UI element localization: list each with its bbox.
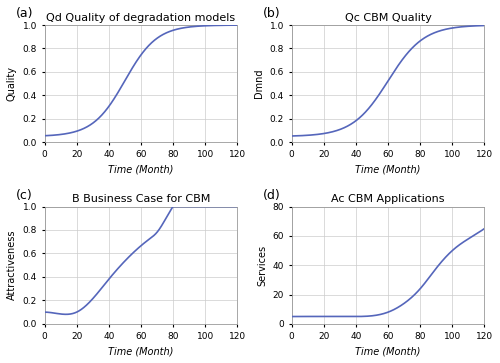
Y-axis label: Attractiveness: Attractiveness [7, 230, 17, 301]
Text: (a): (a) [16, 7, 33, 20]
Y-axis label: Services: Services [257, 245, 267, 286]
Title: B Business Case for CBM: B Business Case for CBM [72, 194, 210, 204]
Y-axis label: Dmnd: Dmnd [254, 69, 264, 98]
X-axis label: Time (Month): Time (Month) [108, 346, 174, 356]
Title: Qd Quality of degradation models: Qd Quality of degradation models [46, 13, 236, 23]
X-axis label: Time (Month): Time (Month) [108, 164, 174, 175]
Title: Ac CBM Applications: Ac CBM Applications [332, 194, 445, 204]
Y-axis label: Quality: Quality [7, 66, 17, 101]
Text: (d): (d) [263, 189, 280, 202]
X-axis label: Time (Month): Time (Month) [356, 346, 421, 356]
Text: (c): (c) [16, 189, 32, 202]
Title: Qc CBM Quality: Qc CBM Quality [344, 13, 432, 23]
X-axis label: Time (Month): Time (Month) [356, 164, 421, 175]
Text: (b): (b) [263, 7, 280, 20]
